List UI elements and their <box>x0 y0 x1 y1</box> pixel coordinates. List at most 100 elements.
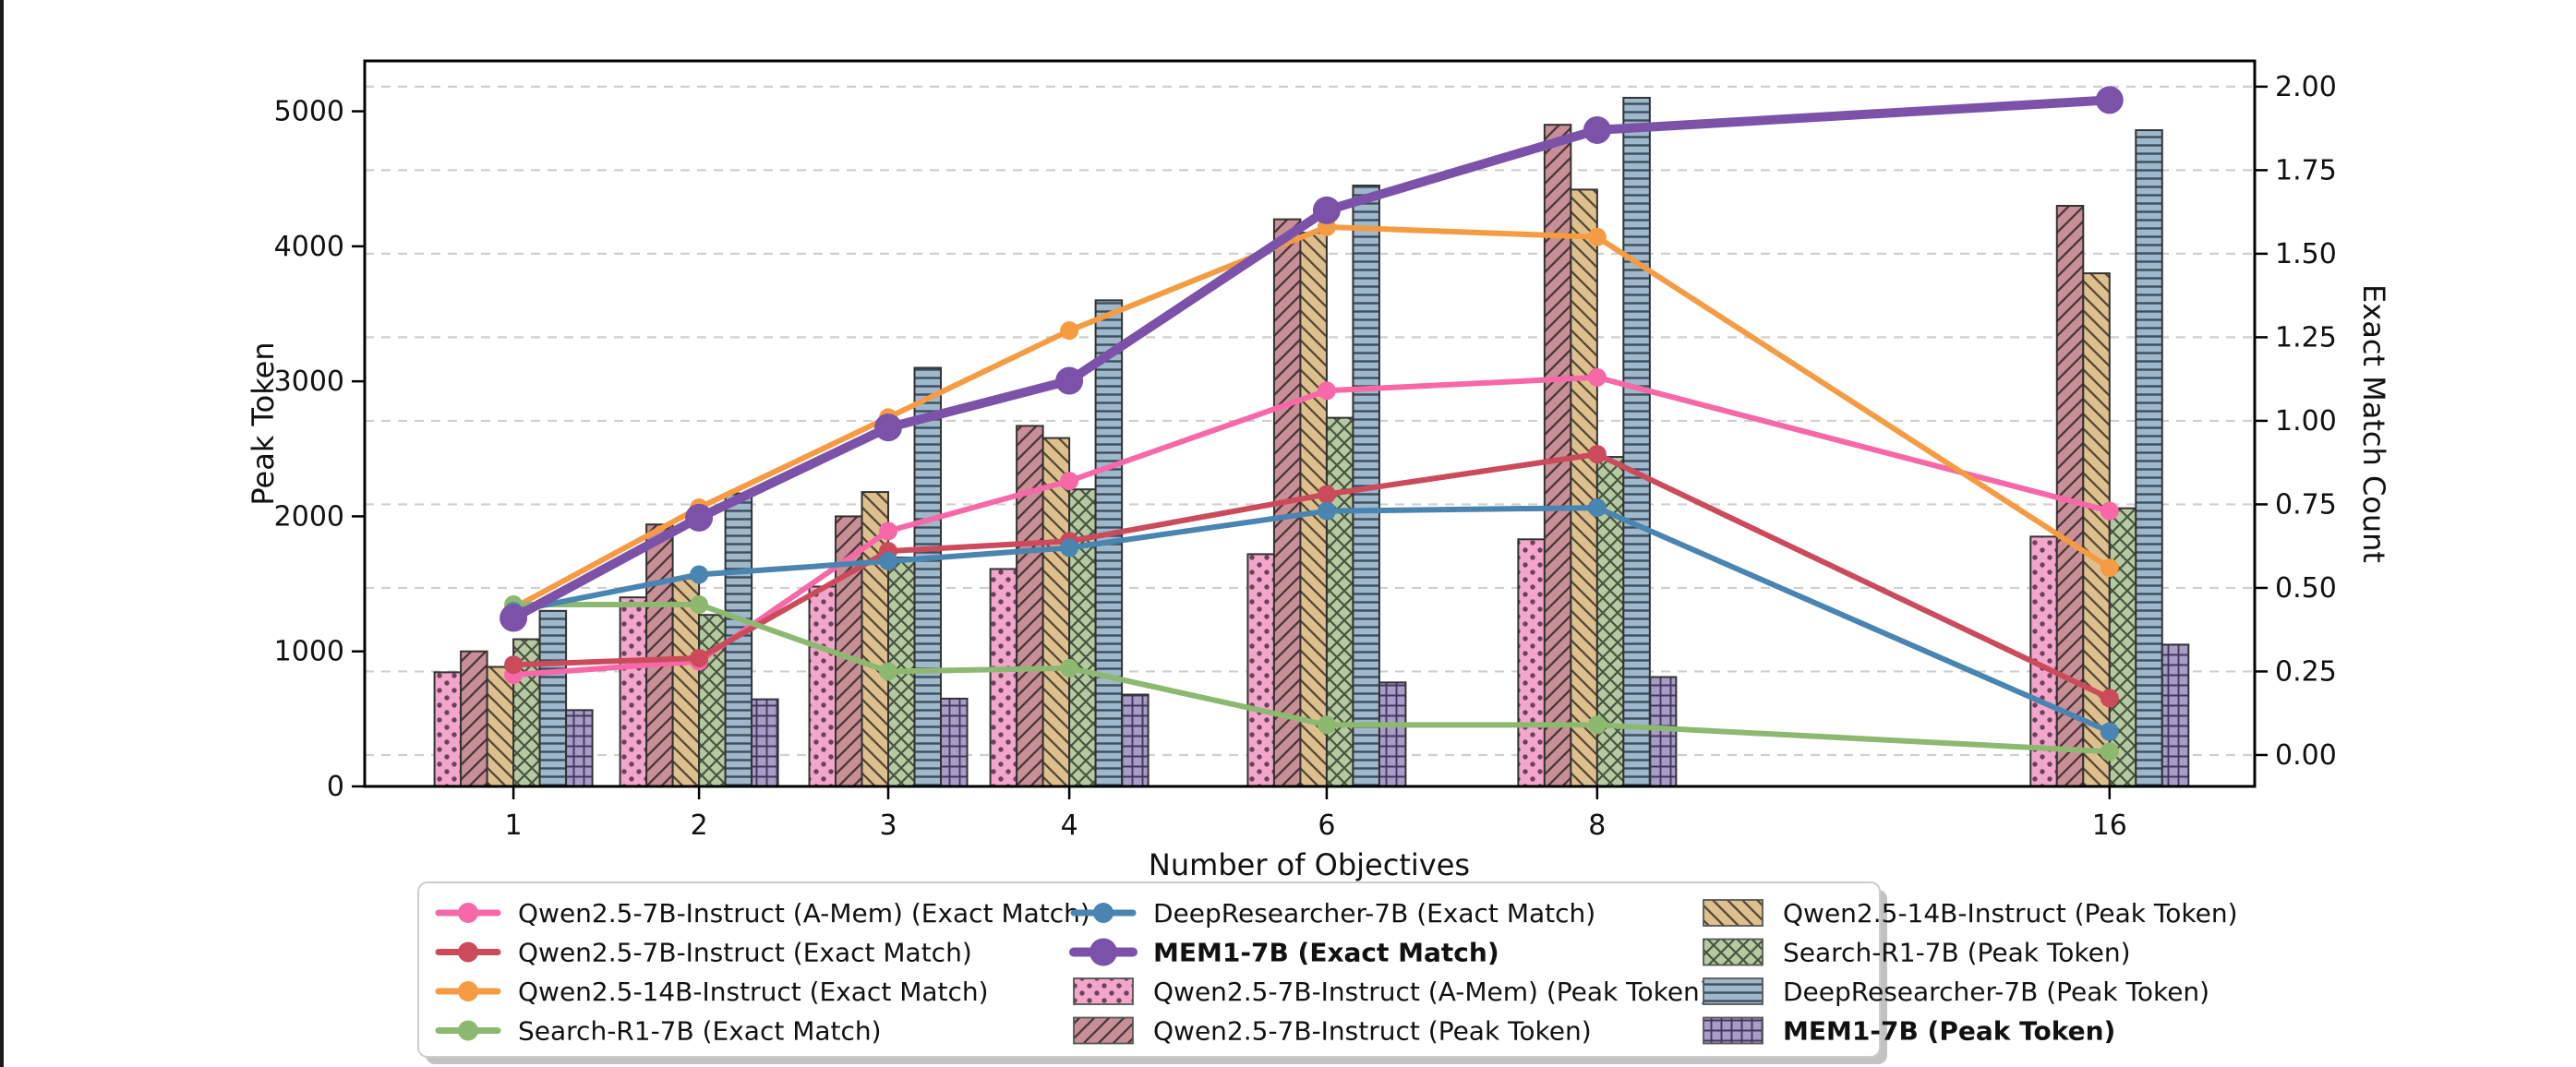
legend-bar-swatch <box>1703 1016 1763 1045</box>
bar-segment <box>1041 437 1071 787</box>
bar-segment <box>698 614 727 787</box>
bar-segment <box>1570 188 1598 787</box>
legend-item: DeepResearcher-7B (Exact Match) <box>1070 898 1595 929</box>
legend-item: Qwen2.5-7B-Instruct (Exact Match) <box>435 938 972 968</box>
data-point <box>1587 227 1607 246</box>
legend-item: Search-R1-7B (Peak Token) <box>1703 938 2131 968</box>
data-point <box>2100 558 2119 578</box>
bar-segment <box>913 366 943 787</box>
data-point <box>1587 367 1607 387</box>
legend-marker-dot <box>458 981 478 1001</box>
legend-label: Qwen2.5-14B-Instruct (Peak Token) <box>1783 898 2238 929</box>
data-point <box>1060 472 1079 491</box>
bar-segment <box>645 523 674 787</box>
legend-marker-dot <box>1093 903 1113 923</box>
data-point <box>879 662 898 681</box>
bar-segment <box>1016 425 1044 787</box>
bar-segment <box>538 609 568 787</box>
data-point <box>1312 196 1341 224</box>
left-edge-line <box>0 0 4 1067</box>
data-point <box>2095 86 2124 114</box>
right-tick-label: 1.75 <box>2275 154 2337 186</box>
bar-segment <box>2082 272 2111 787</box>
bar-segment <box>1648 676 1678 787</box>
legend-label: DeepResearcher-7B (Exact Match) <box>1153 898 1595 929</box>
legend-bar-swatch <box>1073 977 1134 1005</box>
legend-label: Search-R1-7B (Peak Token) <box>1783 938 2131 968</box>
legend-label: MEM1-7B (Exact Match) <box>1153 938 1499 968</box>
right-tick-label: 1.25 <box>2275 321 2337 354</box>
bar-segment <box>1543 124 1572 788</box>
bar-segment <box>1622 96 1651 788</box>
right-tick-label: 1.00 <box>2275 405 2337 438</box>
bar-segment <box>2135 129 2163 787</box>
legend-bar-swatch <box>1073 1016 1134 1045</box>
x-tick-label: 16 <box>2092 809 2127 842</box>
data-point <box>1587 498 1607 518</box>
data-point <box>504 655 524 675</box>
x-tick-label: 6 <box>1318 809 1335 842</box>
data-point <box>1317 381 1336 401</box>
legend-bar-swatch <box>1703 977 1763 1005</box>
left-tick-label: 3000 <box>274 366 344 398</box>
data-point <box>1587 445 1607 464</box>
bar-segment <box>751 698 779 788</box>
data-point <box>2100 689 2119 708</box>
left-tick-label: 5000 <box>274 96 344 128</box>
legend-marker-dot <box>458 941 478 963</box>
data-point <box>1060 321 1079 341</box>
data-point <box>1583 115 1611 144</box>
bar-segment <box>486 665 515 787</box>
x-tick-label: 8 <box>1588 809 1606 842</box>
x-tick-label: 1 <box>505 809 523 842</box>
right-tick-label: 0.25 <box>2275 655 2337 688</box>
legend-item: Qwen2.5-14B-Instruct (Exact Match) <box>435 977 989 1007</box>
left-tick-label: 2000 <box>274 500 344 533</box>
data-point <box>1060 538 1079 557</box>
legend-label: Qwen2.5-7B-Instruct (Exact Match) <box>518 938 972 968</box>
data-point <box>1317 501 1336 521</box>
bar-segment <box>989 568 1018 788</box>
data-point <box>1587 715 1607 735</box>
legend-bar-swatch <box>1703 899 1763 927</box>
bar-segment <box>1121 693 1150 787</box>
lines-layer <box>500 86 2124 761</box>
bar-segment <box>460 650 488 787</box>
bar-series <box>486 188 2111 788</box>
legend-label: Search-R1-7B (Exact Match) <box>518 1016 882 1047</box>
left-tick-label: 0 <box>327 771 344 803</box>
data-point <box>879 551 898 570</box>
data-point <box>690 565 709 584</box>
x-axis-title: Number of Objectives <box>1149 847 1470 882</box>
right-tick-label: 0.75 <box>2275 488 2337 521</box>
data-point <box>1055 366 1084 395</box>
legend-label: Qwen2.5-14B-Instruct (Exact Match) <box>518 977 989 1007</box>
data-point <box>500 604 528 632</box>
data-point <box>2100 722 2119 741</box>
bar-segment <box>2108 507 2137 787</box>
legend-item: Qwen2.5-7B-Instruct (Peak Token) <box>1073 1016 1592 1047</box>
bar-segment <box>808 585 837 787</box>
legend-item: Qwen2.5-7B-Instruct (A-Mem) (Peak Token) <box>1073 977 1710 1007</box>
left-tick-label: 1000 <box>274 636 344 668</box>
bar-segment <box>1517 538 1546 787</box>
x-tick-label: 3 <box>879 809 897 842</box>
legend-label: Qwen2.5-7B-Instruct (A-Mem) (Exact Match… <box>518 898 1090 929</box>
legend-label: DeepResearcher-7B (Peak Token) <box>1783 977 2209 1007</box>
right-tick-label: 2.00 <box>2275 71 2337 103</box>
data-point <box>690 595 709 615</box>
legend-item: MEM1-7B (Peak Token) <box>1703 1016 2115 1047</box>
left-tick-label: 4000 <box>274 231 344 263</box>
legend-item: Qwen2.5-14B-Instruct (Peak Token) <box>1703 898 2238 929</box>
legend-item: Search-R1-7B (Exact Match) <box>435 1016 882 1047</box>
bar-segment <box>433 671 463 788</box>
data-point <box>1317 485 1336 504</box>
bars-layer <box>433 96 2190 788</box>
data-point <box>690 648 709 667</box>
data-point <box>2100 742 2119 761</box>
legend: Qwen2.5-7B-Instruct (A-Mem) (Exact Match… <box>417 881 2238 1064</box>
legend-box <box>417 881 1881 1058</box>
legend-item: DeepResearcher-7B (Peak Token) <box>1703 977 2209 1007</box>
legend-label: Qwen2.5-7B-Instruct (A-Mem) (Peak Token) <box>1153 977 1710 1007</box>
